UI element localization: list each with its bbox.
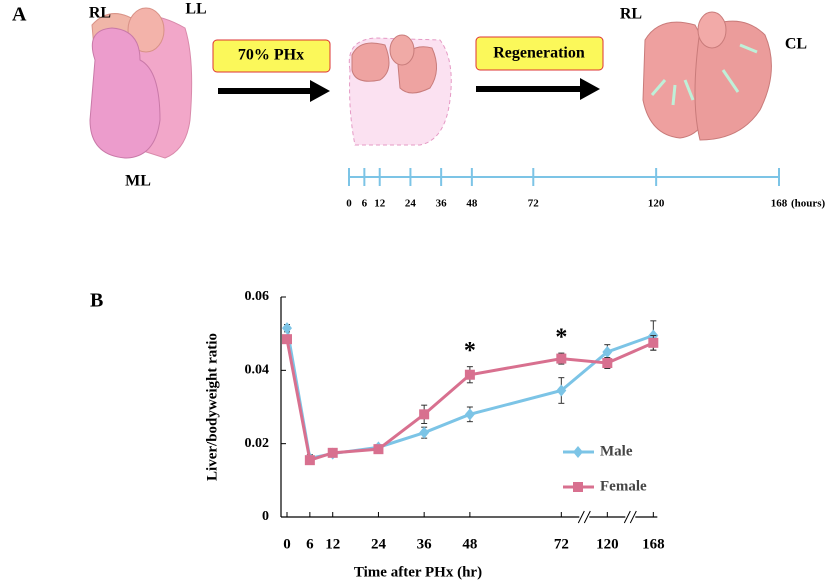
marker	[327, 447, 338, 458]
step-box	[475, 36, 604, 71]
x-tick-label: 0	[283, 536, 291, 552]
lobe-label: CL	[785, 36, 807, 53]
marker	[282, 334, 292, 345]
legend-label: Male	[600, 443, 633, 459]
arrow	[218, 80, 330, 102]
timeline-tick-label: 48	[466, 198, 478, 210]
timeline-tick-label: 72	[528, 198, 540, 210]
timeline: 0 6 12 24 36 48 72 120 168 (hours)	[346, 168, 826, 210]
marker	[464, 369, 475, 380]
marker	[556, 353, 567, 364]
marker	[573, 482, 583, 492]
y-tick-label: 0.02	[245, 436, 270, 451]
marker	[648, 337, 659, 348]
x-tick-label: 12	[325, 536, 340, 552]
step-box	[212, 39, 331, 73]
lobe-label: RL	[89, 5, 111, 22]
axis-break-gap	[579, 513, 590, 521]
step-label: Regeneration	[493, 45, 585, 62]
x-tick-label: 24	[371, 536, 387, 552]
timeline-unit: (hours)	[791, 198, 826, 210]
timeline-tick-label: 0	[346, 198, 352, 210]
significance-mark: *	[555, 325, 567, 351]
timeline-tick-label: 6	[362, 198, 368, 210]
marker	[556, 384, 567, 397]
axis-break	[629, 510, 637, 524]
axis-break	[623, 510, 631, 524]
timeline-tick-label: 36	[436, 198, 448, 210]
x-tick-label: 120	[596, 536, 619, 552]
axis-break-gap	[625, 513, 636, 521]
legend-label: Female	[600, 478, 647, 494]
marker	[419, 409, 430, 420]
marker	[464, 408, 475, 421]
y-tick-label: 0.06	[245, 289, 270, 304]
x-tick-label: 6	[306, 536, 314, 552]
y-axis-title: Liver/bodyweight ratio	[204, 333, 220, 481]
timeline-tick-label: 120	[648, 198, 665, 210]
timeline-tick-label: 24	[405, 198, 417, 210]
marker	[573, 446, 583, 458]
liver-resected	[348, 34, 452, 146]
significance-mark: *	[464, 338, 476, 364]
y-tick-label: 0	[262, 509, 269, 524]
marker	[304, 455, 315, 466]
lobe-label: RL	[620, 6, 642, 23]
step-label: 70% PHx	[238, 47, 304, 64]
axis-break	[577, 510, 585, 524]
marker	[602, 358, 613, 368]
y-tick-label: 0.04	[245, 363, 270, 378]
axis-break	[583, 510, 591, 524]
liver-regenerated	[642, 11, 772, 141]
marker	[602, 346, 613, 358]
marker	[419, 426, 430, 439]
marker	[373, 444, 384, 455]
lobe-label: LL	[185, 1, 206, 18]
marker	[282, 322, 292, 335]
timeline-tick-label: 12	[374, 198, 386, 210]
x-tick-label: 72	[554, 536, 569, 552]
panel-label: A	[12, 4, 27, 26]
x-tick-label: 48	[462, 536, 477, 552]
x-tick-label: 36	[417, 536, 433, 552]
timeline-tick-label: 168	[771, 198, 788, 210]
arrow	[476, 78, 600, 100]
lobe-label: ML	[125, 173, 151, 190]
liver-whole	[89, 7, 193, 159]
x-axis-title: Time after PHx (hr)	[354, 564, 482, 580]
x-tick-label: 168	[642, 536, 665, 552]
panel-label: B	[90, 290, 103, 312]
